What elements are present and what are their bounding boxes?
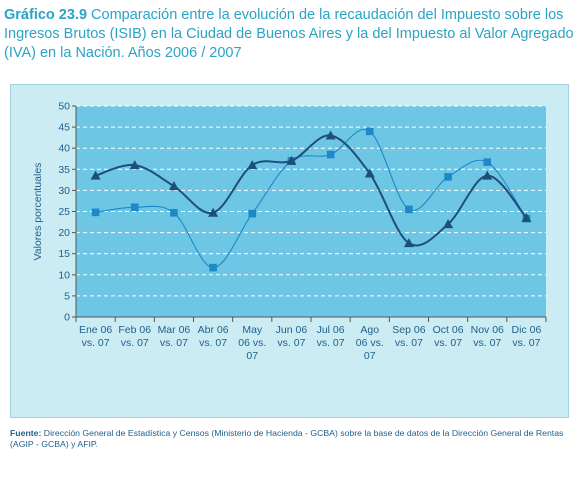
- y-tick-label: 15: [58, 248, 70, 260]
- y-tick-label: 10: [58, 269, 70, 281]
- data-point-isib: [444, 173, 452, 181]
- x-tick-label: Mar 06 vs. 07: [158, 324, 191, 349]
- data-point-iva: [247, 160, 258, 170]
- x-tick-label: Sep 06 vs. 07: [392, 324, 425, 349]
- x-tick-label: May 06 vs. 07: [238, 324, 266, 362]
- data-point-iva: [482, 170, 493, 180]
- y-tick-label: 50: [58, 101, 70, 113]
- chart-title: Gráfico 23.9 Comparación entre la evoluc…: [4, 6, 574, 63]
- y-axis-title: Valores porcentuales: [32, 163, 44, 261]
- data-point-iva: [129, 160, 140, 170]
- y-tick-label: 45: [58, 122, 70, 134]
- y-tick-label: 35: [58, 164, 70, 176]
- x-tick-label: Nov 06 vs. 07: [471, 324, 504, 349]
- source-label: Fuente:: [10, 428, 42, 438]
- chart-panel: 0 5 10 15 20 25 30 35 40 45 50 Ene 06 vs. 07 Feb 06 vs…: [10, 84, 569, 494]
- data-point-isib: [91, 208, 100, 217]
- x-tick-label: Ago 06 vs. 07: [356, 324, 384, 362]
- x-tick-label: Abr 06 vs. 07: [198, 324, 229, 349]
- x-tick-label: Dic 06 vs. 07: [512, 324, 542, 349]
- data-point-iva: [168, 181, 179, 191]
- source-note: Fuente: Dirección General de Estadística…: [10, 428, 572, 450]
- data-point-iva: [286, 155, 297, 165]
- data-point-isib: [326, 150, 335, 159]
- y-tick-label: 25: [58, 206, 70, 218]
- data-point-isib: [209, 263, 217, 272]
- x-tick-label: Feb 06 vs. 07: [118, 324, 151, 349]
- data-point-isib: [248, 209, 257, 218]
- data-point-iva: [325, 130, 336, 140]
- data-point-iva: [443, 219, 454, 229]
- x-tick-label: Oct 06 vs. 07: [433, 324, 464, 349]
- data-point-isib: [130, 203, 139, 212]
- y-tick-label: 30: [58, 185, 70, 197]
- x-tick-label: Jul 06 vs. 07: [317, 324, 345, 349]
- data-point-isib: [170, 208, 178, 217]
- data-point-iva: [208, 207, 219, 217]
- source-text: Dirección General de Estadística y Censo…: [10, 428, 564, 449]
- data-point-iva: [521, 212, 532, 222]
- y-tick-label: 5: [64, 290, 70, 302]
- data-point-isib: [483, 158, 492, 166]
- x-tick-label: Jun 06 vs. 07: [276, 324, 308, 349]
- y-tick-label: 0: [64, 312, 70, 324]
- data-point-iva: [403, 238, 414, 248]
- data-point-iva: [364, 168, 375, 178]
- chart-number: Gráfico 23.9: [4, 7, 88, 23]
- data-point-isib: [365, 127, 374, 136]
- x-tick-label: Ene 06 vs. 07: [79, 324, 112, 349]
- data-point-iva: [90, 170, 101, 180]
- data-point-isib: [405, 205, 413, 214]
- chart-title-text: Comparación entre la evolución de la rec…: [4, 7, 574, 61]
- y-tick-label: 40: [58, 143, 70, 155]
- legend-box: [186, 470, 470, 494]
- y-tick-label: 20: [58, 227, 70, 239]
